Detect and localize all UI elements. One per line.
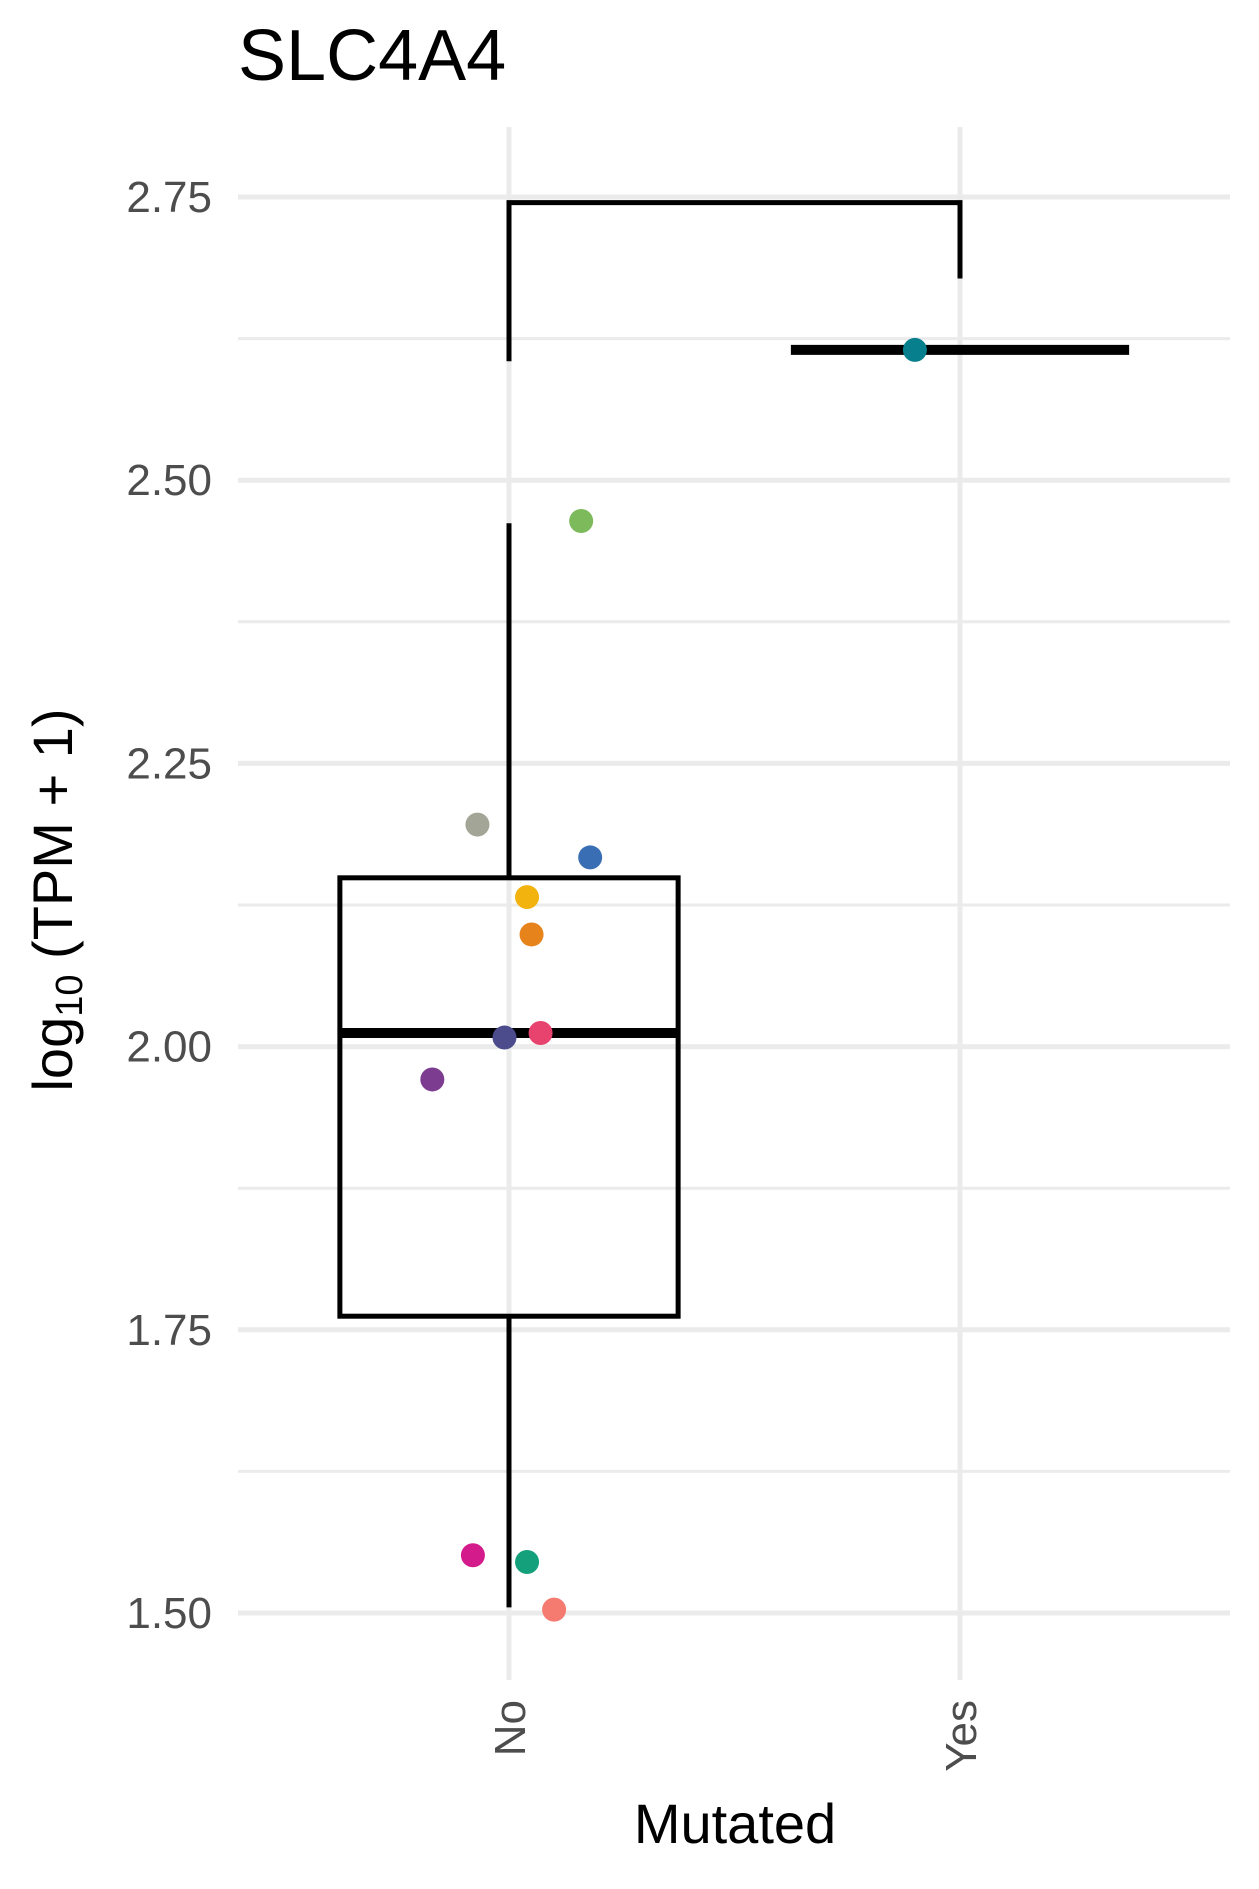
chart-title: SLC4A4 <box>238 16 506 96</box>
x-tick-label: No <box>486 1700 535 1756</box>
x-tick-label: Yes <box>937 1700 986 1772</box>
grid <box>238 127 1230 1680</box>
y-tick-label: 2.75 <box>126 173 212 222</box>
data-points <box>420 337 927 1622</box>
y-tick-label: 2.25 <box>126 739 212 788</box>
y-tick-label: 1.50 <box>126 1589 212 1638</box>
data-point <box>465 812 490 837</box>
y-axis-title-main: log <box>21 1017 84 1092</box>
data-point <box>515 1550 540 1575</box>
y-tick-labels: 1.50 1.75 2.00 2.25 2.50 2.75 <box>126 173 212 1638</box>
bracket-line <box>506 200 963 362</box>
data-point <box>492 1025 517 1050</box>
x-tick-labels: No Yes <box>486 1700 986 1772</box>
data-point <box>569 508 594 533</box>
y-tick-label: 2.00 <box>126 1023 212 1072</box>
data-point <box>542 1597 567 1622</box>
data-point <box>460 1543 485 1568</box>
box-body <box>337 875 681 1319</box>
data-point <box>528 1021 553 1046</box>
comparison-bracket <box>506 200 963 362</box>
data-point <box>519 922 544 947</box>
data-point <box>578 845 603 870</box>
y-tick-label: 2.50 <box>126 456 212 505</box>
y-axis-title: log10 (TPM + 1) <box>21 708 91 1091</box>
data-point <box>902 337 927 362</box>
data-point <box>420 1067 445 1092</box>
box-plots <box>337 344 1130 1608</box>
x-axis-title: Mutated <box>634 1792 836 1855</box>
y-axis-title-rest: (TPM + 1) <box>21 708 84 974</box>
y-axis-title-sub: 10 <box>49 975 91 1017</box>
y-tick-label: 1.75 <box>126 1306 212 1355</box>
data-point <box>515 885 540 910</box>
